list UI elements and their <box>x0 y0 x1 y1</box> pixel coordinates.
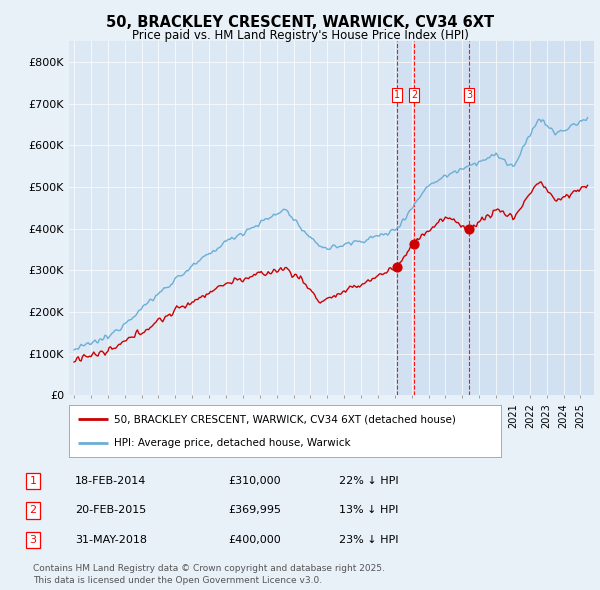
Text: 3: 3 <box>466 90 472 100</box>
Text: 23% ↓ HPI: 23% ↓ HPI <box>339 535 398 545</box>
Point <box>464 224 474 234</box>
Text: 31-MAY-2018: 31-MAY-2018 <box>75 535 147 545</box>
Text: 18-FEB-2014: 18-FEB-2014 <box>75 476 146 486</box>
Text: Price paid vs. HM Land Registry's House Price Index (HPI): Price paid vs. HM Land Registry's House … <box>131 30 469 42</box>
Point <box>392 262 401 271</box>
Text: 20-FEB-2015: 20-FEB-2015 <box>75 506 146 515</box>
Bar <box>395 41 598 395</box>
Text: £310,000: £310,000 <box>228 476 281 486</box>
Text: 13% ↓ HPI: 13% ↓ HPI <box>339 506 398 515</box>
Text: 1: 1 <box>29 476 37 486</box>
Text: 3: 3 <box>29 535 37 545</box>
Text: 2: 2 <box>411 90 417 100</box>
Text: £400,000: £400,000 <box>228 535 281 545</box>
Text: 1: 1 <box>394 90 400 100</box>
Text: 2: 2 <box>29 506 37 515</box>
Text: Contains HM Land Registry data © Crown copyright and database right 2025.
This d: Contains HM Land Registry data © Crown c… <box>33 565 385 585</box>
Text: 50, BRACKLEY CRESCENT, WARWICK, CV34 6XT (detached house): 50, BRACKLEY CRESCENT, WARWICK, CV34 6XT… <box>115 414 456 424</box>
Text: 22% ↓ HPI: 22% ↓ HPI <box>339 476 398 486</box>
Text: HPI: Average price, detached house, Warwick: HPI: Average price, detached house, Warw… <box>115 438 351 448</box>
Point <box>409 240 419 249</box>
Text: £369,995: £369,995 <box>228 506 281 515</box>
Text: 50, BRACKLEY CRESCENT, WARWICK, CV34 6XT: 50, BRACKLEY CRESCENT, WARWICK, CV34 6XT <box>106 15 494 30</box>
